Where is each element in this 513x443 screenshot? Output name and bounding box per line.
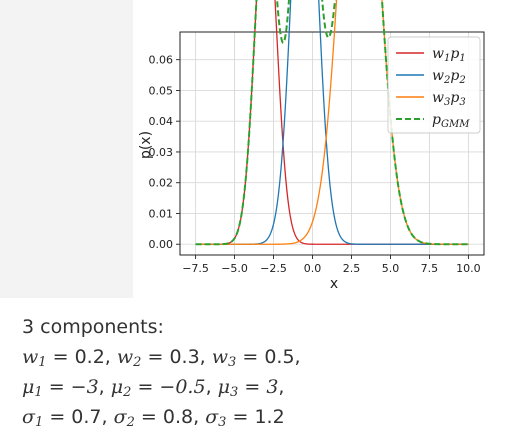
legend-label-w2p2: w2p2 — [432, 68, 466, 86]
chart-axes — [179, 31, 485, 256]
mean-term-1: μ1 = −3, — [22, 376, 105, 400]
chart-series — [195, 0, 469, 246]
weight-term-1: w1 = 0.2, — [22, 346, 111, 370]
y-axis-label: p(x) — [138, 131, 154, 159]
caption-means: μ1 = −3, μ2 = −0.5, μ3 = 3, — [22, 372, 492, 402]
x-tick-label: −5.0 — [221, 262, 248, 275]
y-tick-label: 0.05 — [149, 84, 174, 97]
x-tick-label: 5.0 — [382, 262, 400, 275]
caption-sigmas: σ1 = 0.7, σ2 = 0.8, σ3 = 1.2 — [22, 402, 492, 432]
sigma-term-1: σ1 = 0.7, — [22, 406, 108, 430]
x-axis-label: x — [330, 276, 338, 292]
x-tick-label: 0.0 — [304, 262, 322, 275]
caption-weights: w1 = 0.2, w2 = 0.3, w3 = 0.5, — [22, 342, 492, 372]
plot-frame — [179, 31, 485, 256]
y-tick-label: 0.06 — [149, 54, 174, 67]
x-tick-label: −2.5 — [260, 262, 287, 275]
x-tick-label: 2.5 — [343, 262, 361, 275]
sigma-term-3: σ3 = 1.2 — [205, 406, 285, 430]
y-tick-label: 0.01 — [149, 207, 174, 220]
series-line-pGMM — [195, 0, 469, 246]
x-tick-label: 7.5 — [421, 262, 439, 275]
gmm-chart: −7.5 −5.0 −2.5 0.0 2.5 5.0 7.5 10.0 0.000.010.0… — [133, 0, 498, 298]
x-ticks: −7.5 −5.0 −2.5 0.0 2.5 5.0 7.5 10.0 — [182, 255, 481, 275]
series-line-w3p3 — [195, 0, 469, 245]
y-ticks: 0.00 0.01 0.02 0.03 0.04 0.05 0.06 — [149, 54, 180, 251]
legend-label-w1p1: w1p1 — [432, 46, 466, 64]
legend-label-pGMM: pGMM — [432, 112, 470, 130]
left-panel-background — [0, 0, 133, 298]
y-tick-label: 0.02 — [149, 177, 174, 190]
mean-term-3: μ3 = 3, — [217, 376, 285, 400]
mean-term-2: μ2 = −0.5, — [110, 376, 212, 400]
parameter-caption: 3 components: w1 = 0.2, w2 = 0.3, w3 = 0… — [22, 312, 492, 432]
weight-term-2: w2 = 0.3, — [116, 346, 206, 370]
x-tick-label: −7.5 — [182, 262, 209, 275]
x-tick-label: 10.0 — [456, 262, 481, 275]
chart-legend: w1p1 w2p2 w3p3 pGMM — [387, 36, 481, 134]
y-tick-label: 0.00 — [149, 238, 174, 251]
weight-term-3: w3 = 0.5, — [211, 346, 301, 370]
legend-box — [387, 36, 481, 134]
legend-label-w3p3: w3p3 — [432, 90, 466, 108]
caption-intro: 3 components: — [22, 316, 164, 338]
y-tick-label: 0.04 — [149, 115, 174, 128]
sigma-term-2: σ2 = 0.8, — [113, 406, 200, 430]
y-tick-label: 0.03 — [149, 146, 174, 159]
